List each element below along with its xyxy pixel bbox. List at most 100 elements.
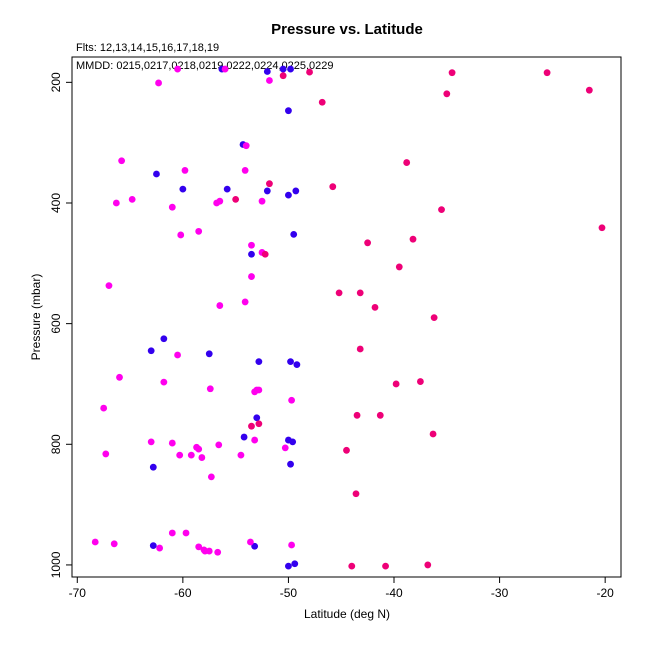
data-point	[430, 314, 438, 322]
data-point	[237, 451, 245, 459]
data-point	[251, 542, 259, 550]
data-point	[181, 167, 189, 174]
data-point	[292, 187, 300, 195]
data-point	[216, 302, 224, 309]
data-point	[290, 230, 298, 238]
data-point	[395, 263, 403, 271]
data-point	[160, 378, 168, 386]
data-point	[247, 538, 254, 546]
data-point	[195, 543, 203, 551]
data-point	[200, 546, 208, 554]
data-point	[147, 347, 155, 355]
data-point	[168, 203, 176, 211]
data-point	[443, 90, 451, 98]
data-point	[348, 562, 356, 570]
data-point	[156, 544, 164, 552]
data-point	[112, 199, 120, 207]
data-point	[213, 199, 221, 207]
data-point	[285, 191, 292, 199]
data-point	[288, 396, 295, 404]
x-tick-label: -40	[385, 586, 403, 600]
data-point	[149, 463, 157, 471]
data-point	[287, 65, 294, 73]
data-point	[110, 540, 118, 548]
data-point	[207, 473, 215, 481]
data-point	[255, 358, 263, 366]
data-point	[288, 541, 295, 549]
data-point	[291, 560, 299, 568]
data-point	[329, 183, 337, 191]
data-point	[356, 345, 364, 353]
y-tick-label: 400	[49, 193, 63, 213]
data-point	[279, 65, 287, 73]
data-point	[263, 68, 271, 75]
data-point	[306, 68, 313, 76]
data-point	[293, 361, 301, 369]
data-point	[195, 227, 203, 235]
data-point	[232, 195, 240, 203]
data-point	[364, 239, 372, 247]
data-point	[147, 438, 155, 446]
data-point	[242, 142, 250, 150]
data-point	[287, 358, 294, 366]
data-point	[241, 298, 249, 306]
data-point	[179, 185, 187, 193]
data-point	[371, 303, 379, 311]
legend-text: MMDD: 0215,0217,0218,0219,0222,0224,0225…	[76, 60, 334, 72]
y-axis: 200 400 600 800 1000	[49, 72, 72, 578]
data-point	[160, 335, 168, 343]
data-point	[392, 380, 400, 388]
chart-subtitle: Flts: 12,13,14,15,16,17,18,19	[76, 42, 219, 54]
data-point	[424, 561, 432, 569]
data-point	[100, 404, 108, 412]
data-point	[105, 282, 113, 290]
data-point	[174, 351, 181, 359]
data-point	[248, 422, 255, 430]
y-axis-label: Pressure (mbar)	[29, 274, 43, 361]
data-point	[248, 273, 255, 280]
data-point	[376, 411, 384, 419]
data-point	[91, 538, 99, 546]
data-point	[318, 98, 326, 106]
data-point	[223, 185, 231, 193]
data-point	[353, 411, 361, 419]
data-point	[343, 446, 350, 454]
data-point	[214, 548, 222, 556]
data-point	[403, 159, 411, 166]
x-axis: -70 -60 -50 -40 -30 -20	[69, 577, 614, 600]
data-point	[182, 529, 190, 537]
x-tick-label: -60	[174, 586, 192, 600]
data-point	[168, 439, 176, 447]
data-point	[198, 454, 206, 461]
data-point	[177, 231, 185, 239]
data-point	[240, 433, 248, 441]
data-point	[285, 107, 292, 115]
x-tick-label: -50	[280, 586, 298, 600]
plot-frame	[71, 56, 622, 578]
data-point	[153, 170, 160, 178]
data-point	[335, 289, 343, 297]
data-point	[206, 385, 214, 393]
data-point	[258, 197, 266, 205]
data-point	[438, 206, 445, 214]
data-point	[543, 69, 551, 77]
data-point	[149, 542, 157, 550]
y-tick-label: 800	[49, 434, 63, 454]
data-point	[279, 72, 287, 80]
data-point	[187, 451, 195, 459]
data-point	[118, 157, 126, 165]
data-point	[176, 451, 184, 459]
data-point	[352, 490, 360, 498]
data-point	[356, 289, 364, 297]
data-point	[248, 241, 255, 249]
data-point	[128, 195, 136, 203]
data-point	[255, 420, 263, 428]
data-point	[248, 250, 255, 258]
data-point	[251, 436, 259, 444]
data-point	[195, 445, 203, 453]
data-point	[241, 167, 249, 174]
data-point	[281, 444, 289, 452]
data-point	[253, 414, 261, 422]
x-axis-label: Latitude (deg N)	[304, 607, 390, 621]
